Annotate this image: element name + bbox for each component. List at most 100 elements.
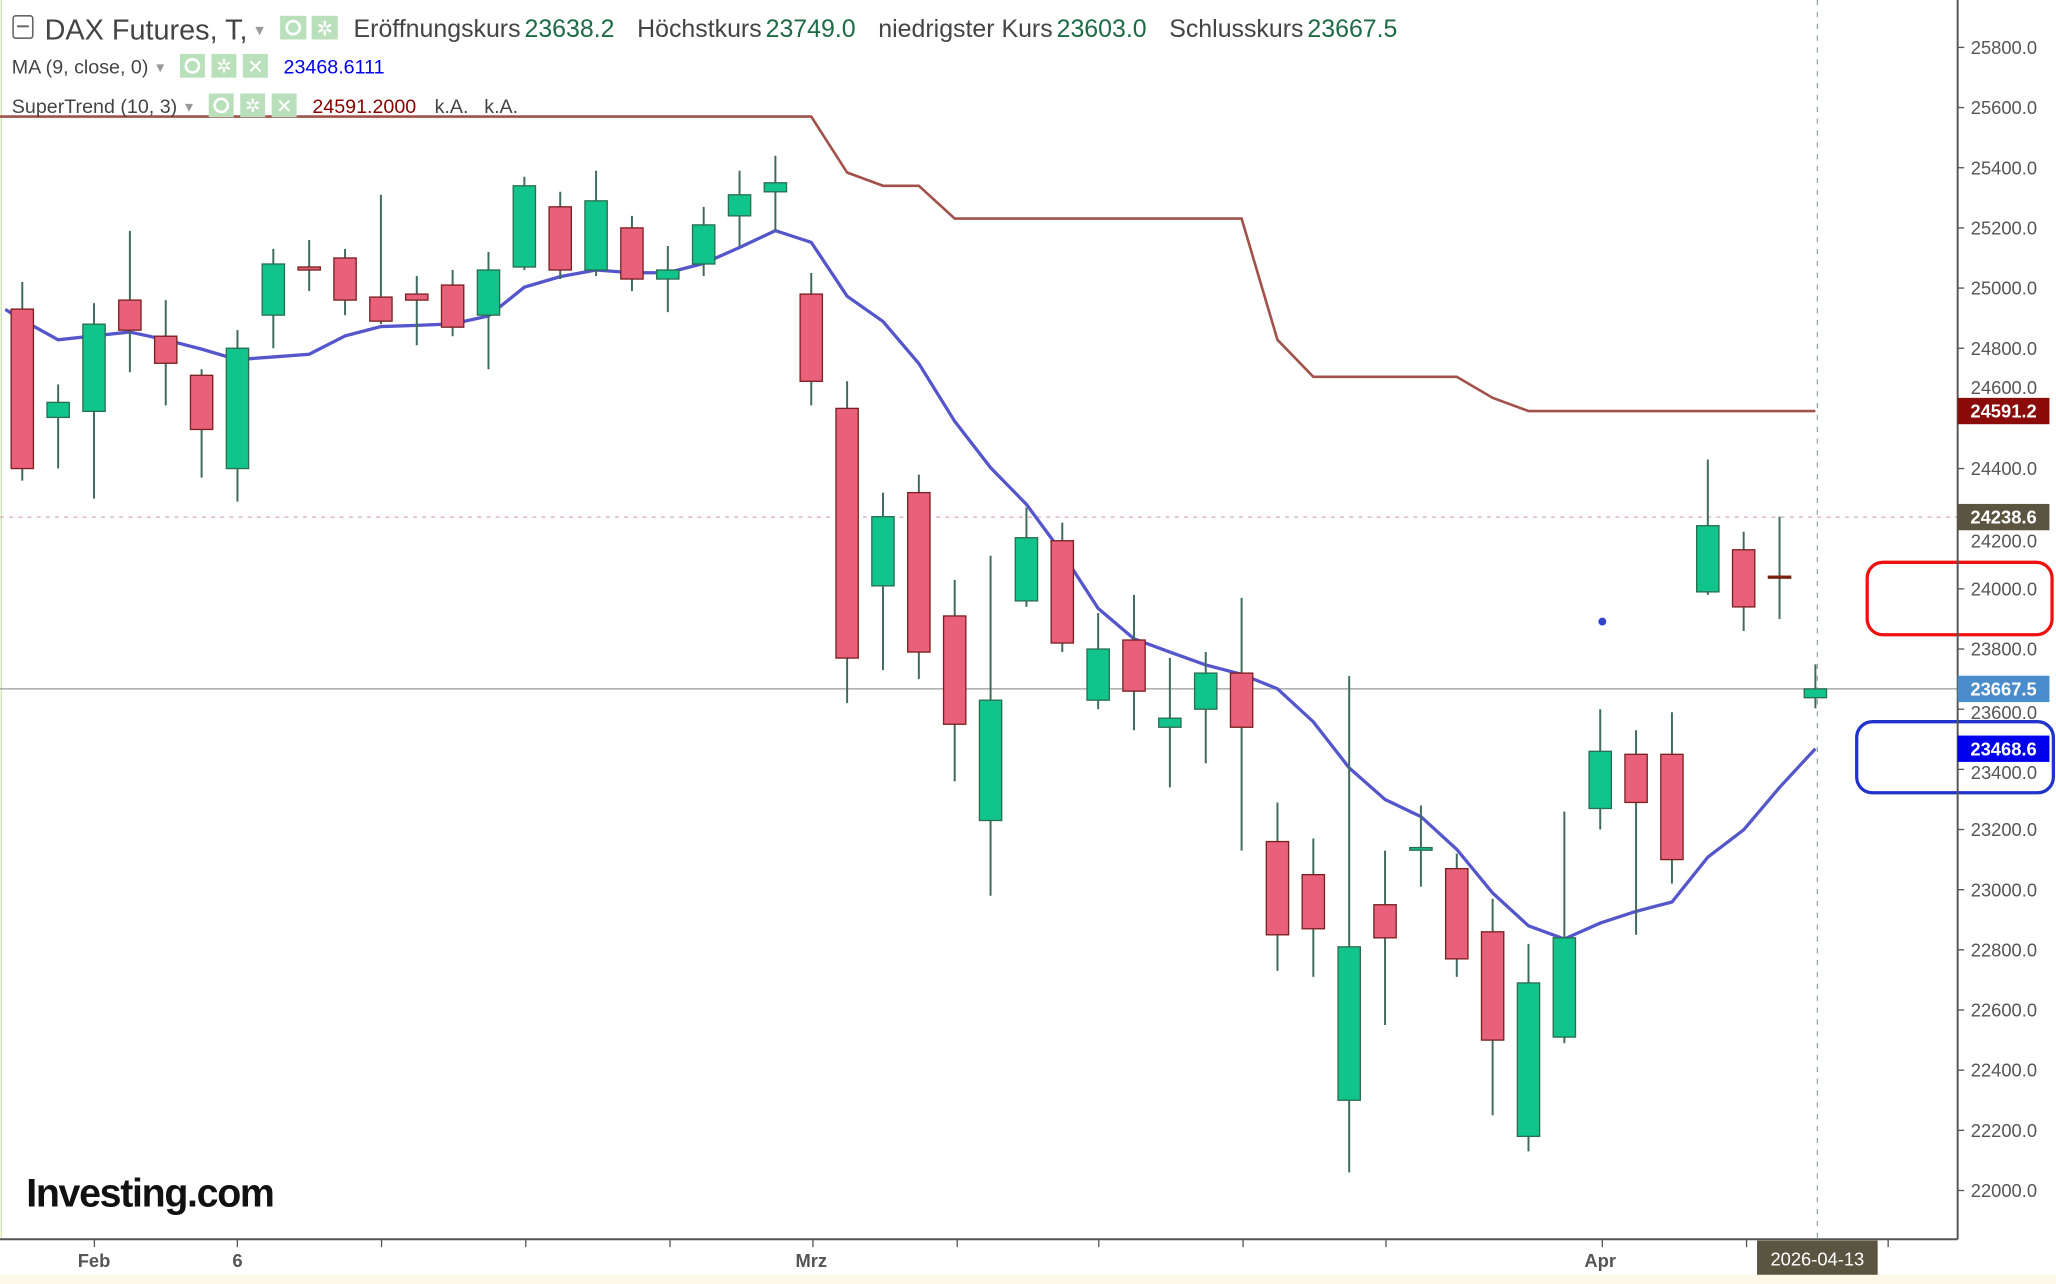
ma-eye-icon[interactable] [179,53,205,78]
candle [1409,805,1433,887]
candle-body [1731,549,1756,608]
y-tick-label: 23800.0 [1971,639,2037,660]
candle-body [189,374,214,431]
y-tick-label: 24600.0 [1971,377,2037,398]
eye-icon[interactable] [280,15,307,40]
ma-dropdown-icon[interactable]: ▾ [156,59,164,76]
y-tick-label: 22000.0 [1971,1180,2037,1201]
candle [871,492,895,671]
x-tick-label: 6 [232,1250,242,1271]
svg-text:✕: ✕ [276,96,292,118]
candle [153,300,178,406]
candle [1086,612,1110,710]
candle [369,194,393,325]
symbol-title: DAX Futures, T, [45,14,248,46]
candle-body [907,491,931,653]
price-badge-label: 24238.6 [1970,507,2036,528]
candle [82,303,106,499]
y-axis-ticks: 22000.0 22200.0 22400.0 22600.0 22800.0 23000… [1957,37,2037,1201]
candle [512,176,537,271]
open-label: Eröffnungskurs [354,15,521,43]
svg-text:✲: ✲ [245,95,260,116]
y-tick-label: 23000.0 [1971,879,2037,900]
y-tick-label: 25000.0 [1971,278,2037,299]
price-badge: 24238.6 [1957,503,2050,531]
ma-remove-icon[interactable]: ✕ [242,53,268,79]
price-badge-bg [1957,397,2050,425]
candle-body [369,296,393,322]
candle [656,245,680,313]
candle [440,270,465,337]
x-tick-label: Apr [1584,1250,1616,1271]
candle [1265,802,1290,971]
candle-body [1265,840,1290,936]
red-annotation-box [1865,560,2054,637]
candle-body [1624,753,1648,804]
candle-body [1337,946,1361,1101]
candle [620,215,644,292]
candle [404,276,429,346]
y-tick-label: 22200.0 [1971,1120,2037,1141]
candle [1696,459,1720,595]
y-tick-label: 24200.0 [1971,530,2037,551]
candle [1229,597,1254,851]
candle [1516,943,1541,1152]
supertrend-dropdown-icon[interactable]: ▾ [185,99,193,116]
candle [1301,838,1326,977]
supertrend-eye-icon[interactable] [208,93,234,118]
candle-body [1516,982,1541,1138]
open-value: 23638.2 [524,15,614,43]
supertrend-value: 24591.2000 [312,96,416,118]
candle [225,330,250,502]
candle-body [1122,639,1146,692]
candle [10,282,35,481]
candle-body [1480,931,1505,1041]
candle-body [1552,937,1577,1038]
supertrend-label: SuperTrend (10, 3) [12,96,177,118]
candle [942,579,967,782]
ma-value: 23468.6111 [284,57,385,79]
candle [978,555,1003,896]
candle [1767,516,1792,619]
candle-body [1696,525,1720,593]
candle [548,191,573,280]
y-tick-label: 25600.0 [1971,97,2037,118]
candle [1624,730,1648,935]
candle [1373,850,1397,1026]
collapse-icon[interactable] [12,15,34,39]
candle [907,474,931,680]
candle [1158,658,1182,788]
price-badge-bg [1957,675,2050,703]
candle [1193,652,1218,764]
candle [1337,676,1361,1173]
candle-body [1086,648,1110,701]
candle-body [297,266,321,271]
logo-text: Investing.com [26,1171,273,1215]
high-value: 23749.0 [766,15,856,43]
price-badge: 23667.5 [1957,675,2050,703]
reference-lines [0,516,1958,690]
y-tick-label: 24000.0 [1971,578,2037,599]
ma-gear-icon[interactable]: ✲ [211,53,237,78]
candle-body [1660,753,1684,861]
price-badges: 24591.2 24238.6 23667.5 23468.6 [1957,397,2050,762]
gear-icon[interactable]: ✲ [311,15,338,41]
supertrend-remove-icon[interactable]: ✕ [271,93,297,119]
candle-body [620,227,644,280]
y-tick-label: 23200.0 [1971,819,2037,840]
x-axis-ticks: Feb 6 Mrz Apr [78,1239,1889,1271]
candle-body [1193,672,1218,710]
candle-body [691,224,716,265]
supertrend-indicator-legend: SuperTrend (10, 3) ▾ ✲ ✕ 24591.2000 k.A.… [12,93,518,119]
price-badge-bg [1957,503,2050,531]
y-tick-label: 22800.0 [1971,939,2037,960]
candle-body [1767,575,1792,579]
y-tick-label: 22600.0 [1971,1000,2037,1021]
supertrend-gear-icon[interactable]: ✲ [240,93,266,118]
price-badge: 23468.6 [1957,735,2050,762]
y-tick-label: 23400.0 [1971,762,2037,783]
low-label: niedrigster Kurs [878,15,1052,43]
symbol-dropdown-icon[interactable]: ▾ [255,21,264,40]
